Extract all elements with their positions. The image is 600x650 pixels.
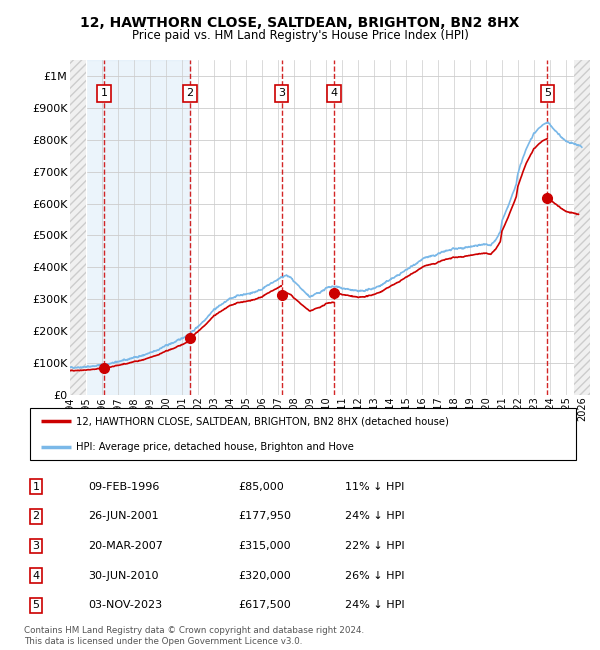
Text: 2: 2 xyxy=(187,88,194,99)
Text: 24% ↓ HPI: 24% ↓ HPI xyxy=(345,600,405,610)
Text: 5: 5 xyxy=(544,88,551,99)
Text: 3: 3 xyxy=(278,88,285,99)
Text: 03-NOV-2023: 03-NOV-2023 xyxy=(89,600,163,610)
Text: 4: 4 xyxy=(331,88,338,99)
Text: £177,950: £177,950 xyxy=(238,512,291,521)
Bar xyxy=(70,60,86,395)
Text: 1: 1 xyxy=(100,88,107,99)
Text: £320,000: £320,000 xyxy=(238,571,291,580)
Text: £315,000: £315,000 xyxy=(238,541,290,551)
Text: 30-JUN-2010: 30-JUN-2010 xyxy=(89,571,159,580)
Text: £85,000: £85,000 xyxy=(238,482,284,492)
Text: 2: 2 xyxy=(32,512,40,521)
Text: 09-FEB-1996: 09-FEB-1996 xyxy=(89,482,160,492)
FancyBboxPatch shape xyxy=(30,408,576,460)
Text: This data is licensed under the Open Government Licence v3.0.: This data is licensed under the Open Gov… xyxy=(24,637,302,646)
Text: Contains HM Land Registry data © Crown copyright and database right 2024.: Contains HM Land Registry data © Crown c… xyxy=(24,626,364,635)
Text: 11% ↓ HPI: 11% ↓ HPI xyxy=(345,482,404,492)
Text: 24% ↓ HPI: 24% ↓ HPI xyxy=(345,512,405,521)
Text: 4: 4 xyxy=(32,571,40,580)
Text: 5: 5 xyxy=(32,600,40,610)
Text: HPI: Average price, detached house, Brighton and Hove: HPI: Average price, detached house, Brig… xyxy=(76,442,354,452)
Text: 26-JUN-2001: 26-JUN-2001 xyxy=(89,512,159,521)
Bar xyxy=(574,60,590,395)
Text: £617,500: £617,500 xyxy=(238,600,291,610)
Text: 12, HAWTHORN CLOSE, SALTDEAN, BRIGHTON, BN2 8HX (detached house): 12, HAWTHORN CLOSE, SALTDEAN, BRIGHTON, … xyxy=(76,416,449,426)
Text: 12, HAWTHORN CLOSE, SALTDEAN, BRIGHTON, BN2 8HX: 12, HAWTHORN CLOSE, SALTDEAN, BRIGHTON, … xyxy=(80,16,520,31)
Text: 1: 1 xyxy=(32,482,40,492)
Text: 3: 3 xyxy=(32,541,40,551)
Text: 26% ↓ HPI: 26% ↓ HPI xyxy=(345,571,404,580)
Text: 22% ↓ HPI: 22% ↓ HPI xyxy=(345,541,405,551)
Bar xyxy=(70,60,86,395)
Text: Price paid vs. HM Land Registry's House Price Index (HPI): Price paid vs. HM Land Registry's House … xyxy=(131,29,469,42)
Text: 20-MAR-2007: 20-MAR-2007 xyxy=(89,541,163,551)
Bar xyxy=(86,60,190,395)
Bar xyxy=(574,60,590,395)
